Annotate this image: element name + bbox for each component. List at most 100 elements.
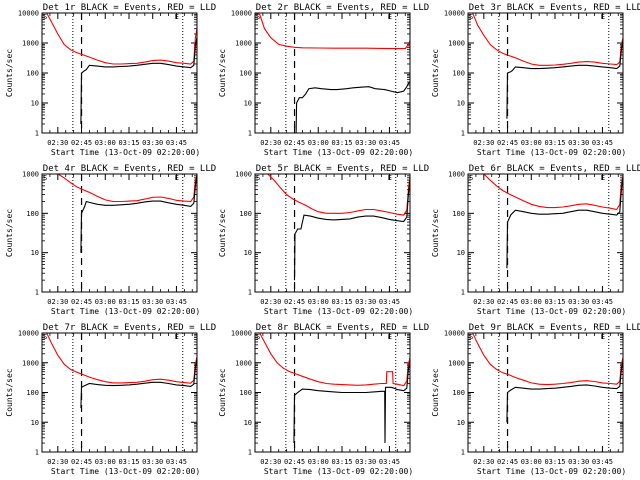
x-tick-label: 02:45 bbox=[284, 298, 305, 306]
panel-2: Det 2r BLACK = Events, RED = LLD Counts/s… bbox=[218, 3, 429, 157]
x-tick-label: 03:00 bbox=[521, 458, 542, 466]
start-marker-label: S bbox=[256, 333, 260, 341]
x-tick-label: 02:45 bbox=[71, 298, 92, 306]
y-tick-label: 1000 bbox=[448, 40, 465, 48]
x-tick-label: 03:45 bbox=[379, 298, 400, 306]
y-tick-label: 10000 bbox=[444, 330, 465, 338]
y-tick-label: 10 bbox=[31, 419, 39, 427]
y-tick-label: 1 bbox=[35, 289, 39, 297]
y-tick-label: 1 bbox=[248, 449, 252, 457]
x-tick-label: 02:30 bbox=[473, 298, 494, 306]
panel-9: Det 9r BLACK = Events, RED = LLD Counts/s… bbox=[431, 323, 640, 476]
panel-1: Det 1r BLACK = Events, RED = LLD Counts/s… bbox=[5, 3, 216, 157]
x-tick-label: 02:30 bbox=[473, 139, 494, 147]
x-tick-label: 03:00 bbox=[308, 458, 329, 466]
x-axis-label: Start Time (13-Oct-09 02:20:00) bbox=[477, 467, 626, 476]
x-tick-label: 03:15 bbox=[544, 139, 565, 147]
x-tick-label: 02:30 bbox=[47, 298, 68, 306]
y-tick-label: 100 bbox=[452, 70, 465, 78]
x-tick-label: 03:45 bbox=[592, 298, 613, 306]
x-tick-label: 03:15 bbox=[118, 298, 139, 306]
y-tick-label: 10 bbox=[244, 419, 252, 427]
x-tick-label: 03:30 bbox=[355, 139, 376, 147]
x-tick-label: 03:30 bbox=[568, 298, 589, 306]
x-tick-label: 03:15 bbox=[118, 139, 139, 147]
y-tick-label: 1 bbox=[248, 130, 252, 138]
x-tick-label: 03:00 bbox=[521, 139, 542, 147]
x-axis-label: Start Time (13-Oct-09 02:20:00) bbox=[51, 307, 200, 316]
y-axis-label: Counts/sec bbox=[431, 49, 440, 97]
start-marker-label: S bbox=[469, 13, 473, 21]
end-marker-label: E bbox=[388, 333, 392, 341]
y-tick-label: 1 bbox=[248, 289, 252, 297]
x-tick-label: 03:30 bbox=[142, 458, 163, 466]
y-tick-label: 1000 bbox=[235, 171, 252, 179]
y-tick-label: 10 bbox=[244, 249, 252, 257]
plot-frame bbox=[41, 332, 198, 453]
y-tick-label: 1000 bbox=[22, 40, 39, 48]
y-tick-label: 1000 bbox=[448, 359, 465, 367]
y-axis-label: Counts/sec bbox=[431, 209, 440, 257]
y-tick-label: 10 bbox=[457, 419, 465, 427]
plot-frame bbox=[467, 332, 624, 453]
x-tick-label: 03:45 bbox=[166, 139, 187, 147]
x-tick-label: 02:30 bbox=[260, 298, 281, 306]
panel-6: Det 6r BLACK = Events, RED = LLD Counts/s… bbox=[431, 164, 640, 316]
y-tick-label: 100 bbox=[239, 389, 252, 397]
panel-title: Det 7r BLACK = Events, RED = LLD bbox=[43, 323, 216, 333]
start-marker-label: S bbox=[43, 13, 47, 21]
start-marker-label: S bbox=[256, 13, 260, 21]
series-line-lld bbox=[468, 13, 623, 66]
plot-frame bbox=[254, 332, 411, 453]
x-axis-label: Start Time (13-Oct-09 02:20:00) bbox=[51, 148, 200, 157]
y-tick-label: 1000 bbox=[448, 171, 465, 179]
x-axis-label: Start Time (13-Oct-09 02:20:00) bbox=[264, 148, 413, 157]
series-line-events bbox=[293, 361, 410, 444]
y-tick-label: 100 bbox=[26, 389, 39, 397]
plot-frame bbox=[254, 12, 411, 134]
panel-title: Det 4r BLACK = Events, RED = LLD bbox=[43, 164, 216, 174]
series-line-lld bbox=[255, 174, 410, 216]
y-axis-label: Counts/sec bbox=[218, 209, 227, 257]
y-tick-label: 1000 bbox=[235, 359, 252, 367]
y-tick-label: 10 bbox=[31, 249, 39, 257]
series-line-events bbox=[506, 177, 623, 269]
series-line-lld bbox=[255, 333, 410, 387]
series-line-lld bbox=[42, 13, 197, 65]
panel-5: Det 5r BLACK = Events, RED = LLD Counts/s… bbox=[218, 164, 429, 316]
x-axis-label: Start Time (13-Oct-09 02:20:00) bbox=[477, 307, 626, 316]
x-tick-label: 03:00 bbox=[308, 298, 329, 306]
x-tick-label: 03:15 bbox=[544, 298, 565, 306]
x-tick-label: 03:45 bbox=[166, 458, 187, 466]
series-line-events bbox=[293, 180, 410, 281]
panel-title: Det 2r BLACK = Events, RED = LLD bbox=[256, 3, 429, 13]
series-line-lld bbox=[468, 174, 623, 211]
x-tick-label: 03:45 bbox=[592, 139, 613, 147]
y-tick-label: 100 bbox=[239, 210, 252, 218]
y-tick-label: 10000 bbox=[18, 10, 39, 18]
panel-title: Det 6r BLACK = Events, RED = LLD bbox=[469, 164, 640, 174]
y-tick-label: 10 bbox=[457, 249, 465, 257]
end-marker-label: E bbox=[601, 333, 605, 341]
y-tick-label: 10000 bbox=[231, 10, 252, 18]
y-tick-label: 100 bbox=[452, 389, 465, 397]
plot-frame bbox=[41, 173, 198, 293]
panel-title: Det 1r BLACK = Events, RED = LLD bbox=[43, 3, 216, 13]
y-tick-label: 1000 bbox=[22, 359, 39, 367]
series-line-events bbox=[80, 175, 197, 253]
y-axis-label: Counts/sec bbox=[218, 49, 227, 97]
x-tick-label: 03:15 bbox=[331, 139, 352, 147]
plot-frame bbox=[467, 173, 624, 293]
y-tick-label: 1 bbox=[461, 130, 465, 138]
series-line-lld bbox=[468, 333, 623, 386]
start-marker-label: S bbox=[256, 174, 260, 182]
series-line-events bbox=[295, 81, 410, 133]
x-tick-label: 02:30 bbox=[260, 139, 281, 147]
x-tick-label: 03:30 bbox=[568, 139, 589, 147]
end-marker-label: E bbox=[175, 333, 179, 341]
x-tick-label: 03:45 bbox=[592, 458, 613, 466]
x-tick-label: 02:45 bbox=[71, 458, 92, 466]
series-line-events bbox=[506, 40, 623, 119]
y-tick-label: 1 bbox=[35, 449, 39, 457]
x-tick-label: 03:45 bbox=[379, 458, 400, 466]
